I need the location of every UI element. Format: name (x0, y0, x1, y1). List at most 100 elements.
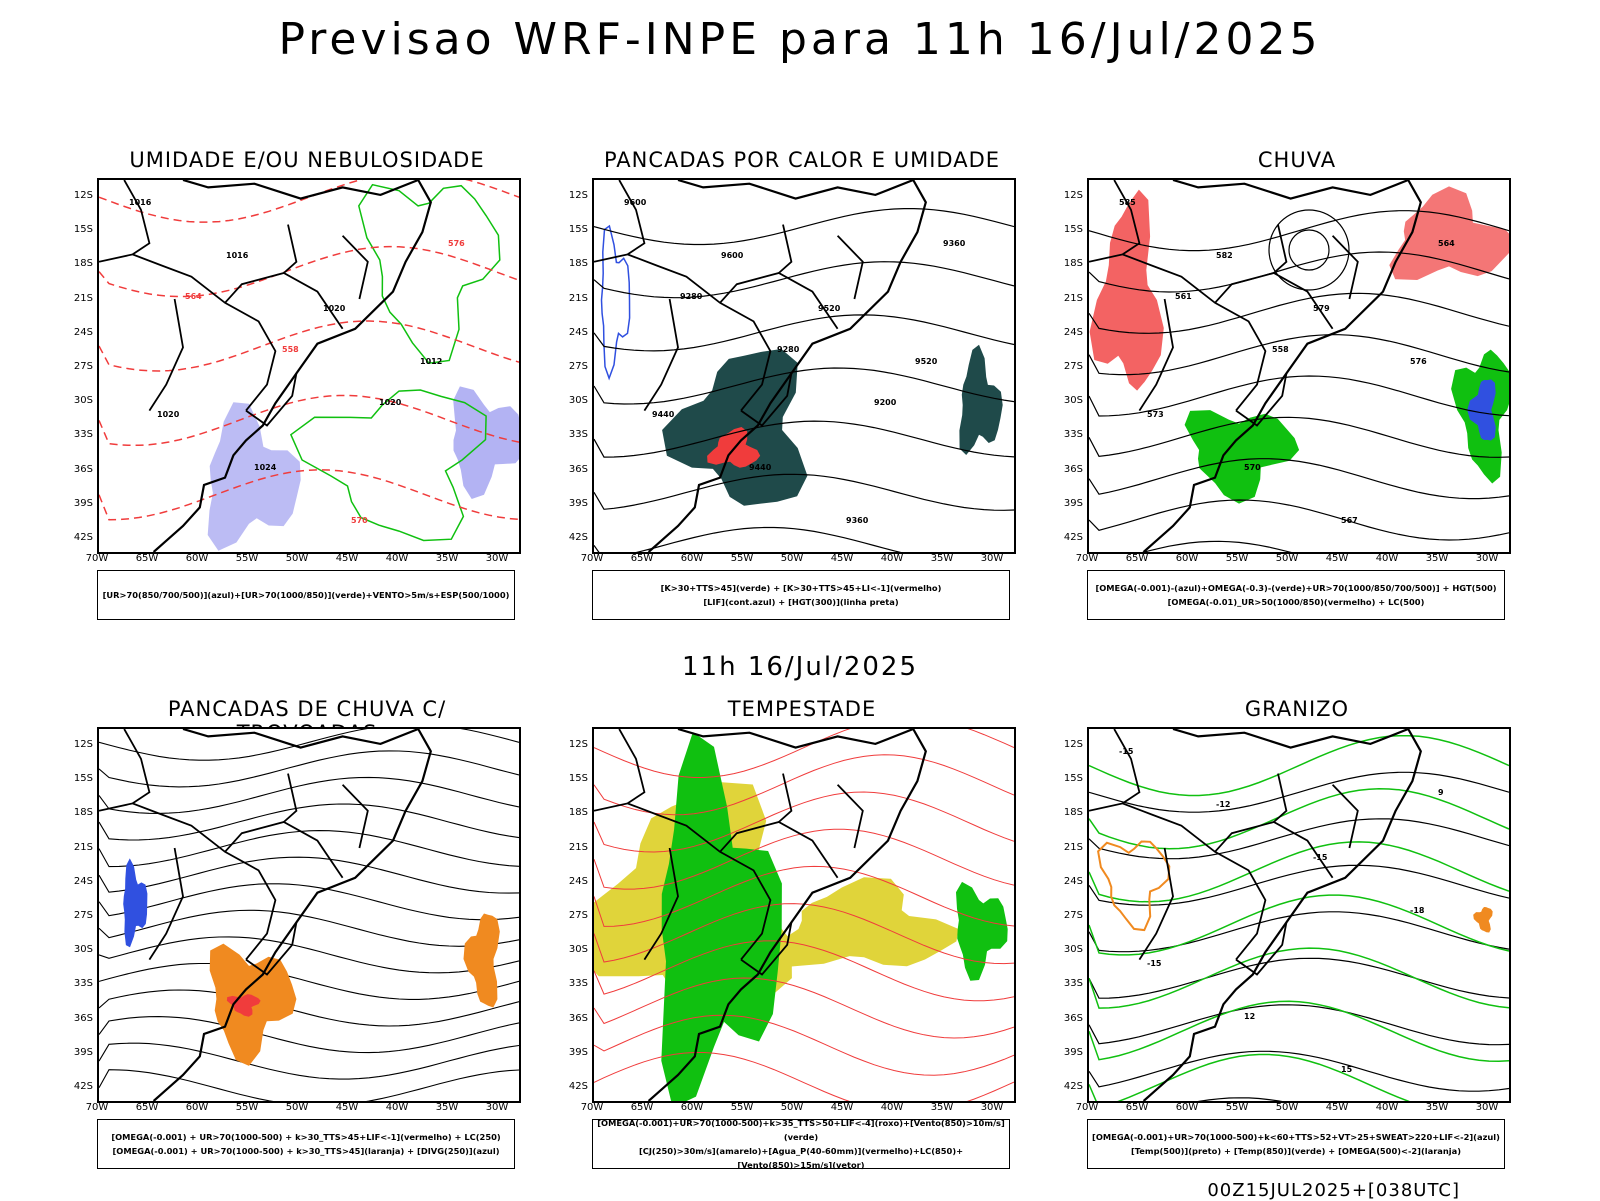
lat-label: 24S (73, 326, 93, 338)
contour-hgt500 (1142, 540, 1292, 552)
lat-label: 12S (568, 739, 588, 750)
contour-hgt500 (1089, 458, 1509, 500)
contour-hgt500 (1089, 292, 1509, 334)
contour-hgt300 (594, 526, 902, 552)
streamline-850 (594, 754, 1014, 816)
lon-label: 30W (1475, 1102, 1499, 1113)
lat-label: 36S (73, 463, 93, 475)
lon-label: 35W (930, 553, 954, 564)
legend-chuva: [OMEGA(-0.001)-(azul)+OMEGA(-0.3)-(verde… (1087, 570, 1505, 620)
lat-label: 36S (568, 1012, 588, 1024)
lat-label: 24S (73, 875, 93, 887)
shade-humidity-upper (207, 402, 301, 551)
lat-label: 27S (1063, 361, 1083, 372)
lon-label: 70W (85, 553, 109, 564)
contour-label: 9280 (777, 345, 800, 354)
country-border (341, 235, 369, 300)
lat-label: 39S (1063, 1046, 1083, 1058)
streamline-250 (99, 962, 519, 1000)
contour-label: 9200 (874, 398, 897, 407)
contour-label: 9360 (846, 516, 869, 525)
lat-label: 42S (1063, 532, 1083, 543)
lat-label: 15S (568, 773, 588, 785)
lon-label: 60W (185, 553, 209, 564)
lat-label: 18S (73, 258, 93, 270)
lat-label: 21S (568, 292, 588, 304)
contour-temp500 (1089, 864, 1509, 906)
contour-hgt500 (1089, 210, 1509, 252)
shade-humidity-upper (453, 386, 519, 499)
contour-temp850 (1089, 787, 1509, 850)
legend-granizo: [OMEGA(-0.001)+UR>70(1000-500)+k<60+TTS>… (1087, 1119, 1505, 1169)
contour-label: 1020 (157, 410, 180, 419)
country-border (643, 298, 679, 412)
shade-divg (123, 858, 148, 948)
lat-label: 15S (73, 224, 93, 236)
lon-label: 55W (235, 553, 259, 564)
contour-label: 564 (1438, 239, 1455, 248)
contour-temp500 (1089, 771, 1509, 813)
lat-label: 12S (1063, 190, 1083, 201)
lat-label: 18S (568, 258, 588, 270)
lon-label: 40W (385, 553, 409, 564)
country-border (643, 847, 679, 961)
country-border (283, 224, 298, 274)
country-border (224, 821, 344, 879)
country-border (1331, 784, 1359, 849)
lon-label: 65W (1125, 1102, 1149, 1113)
country-border (778, 773, 793, 823)
contour-label: 9440 (652, 410, 675, 419)
shade-rain-red (1389, 186, 1509, 280)
lat-label: 33S (73, 429, 93, 441)
contour-hgt500 (1089, 334, 1509, 376)
contour-hgt300 (594, 261, 1014, 299)
contour-omega (1097, 840, 1171, 932)
lat-label: 27S (568, 361, 588, 372)
lat-label: 18S (1063, 807, 1083, 819)
contour-hgt500 (1288, 229, 1330, 271)
lat-label: 39S (1063, 497, 1083, 509)
contour-humidity-lower (289, 389, 487, 542)
lon-label: 40W (880, 553, 904, 564)
lat-label: 30S (73, 395, 93, 407)
lon-label: 50W (285, 1102, 309, 1113)
country-border (719, 272, 839, 330)
country-border (148, 298, 184, 412)
contour-hgt300 (594, 314, 1014, 352)
country-border (618, 180, 646, 256)
map-pancadas-calor: 9600 9600 9520 9520 9440 9440 9360 9360 9280 9280… (592, 178, 1016, 554)
contour-hgt500 (1089, 251, 1509, 293)
contour-label: 12 (1244, 1012, 1255, 1021)
lon-label: 60W (680, 553, 704, 564)
lon-label: 30W (485, 1102, 509, 1113)
contour-hgt500 (1089, 416, 1509, 458)
legend-line: [K>30+TTS>45](verde) + [K>30+TTS>45+LI<-… (660, 583, 942, 593)
streamline-250 (99, 909, 519, 947)
lon-label: 70W (580, 1102, 604, 1113)
map-canvas (99, 729, 519, 1101)
lon-label: 60W (680, 1102, 704, 1113)
lat-label: 33S (1063, 978, 1083, 990)
country-border (1331, 235, 1359, 300)
lon-label: 70W (1075, 1102, 1099, 1113)
contour-label: 9600 (624, 198, 647, 207)
streamline-250 (99, 803, 519, 841)
streamline-250 (99, 1069, 519, 1101)
contour-label: 9520 (818, 304, 841, 313)
country-border (245, 373, 298, 427)
map-canvas: 585 582 579 576 573 570 567 564 561 558 (1089, 180, 1509, 552)
contour-label: 585 (1119, 198, 1136, 207)
country-border (245, 922, 298, 976)
lon-label: 55W (1225, 553, 1249, 564)
contour-label: 576 (448, 239, 465, 248)
lat-label: 30S (1063, 395, 1083, 407)
contour-label: 9360 (943, 239, 966, 248)
map-canvas: 1016 1016 1020 1012 1020 1024 570 576 564 558 1020 (99, 180, 519, 552)
streamline-250 (99, 776, 519, 814)
streamline-850 (594, 791, 1014, 853)
lat-label: 12S (73, 190, 93, 201)
lat-label: 21S (1063, 292, 1083, 304)
contour-label: -15 (1147, 959, 1162, 968)
contour-label: 1024 (254, 463, 277, 472)
country-border (1113, 180, 1141, 256)
